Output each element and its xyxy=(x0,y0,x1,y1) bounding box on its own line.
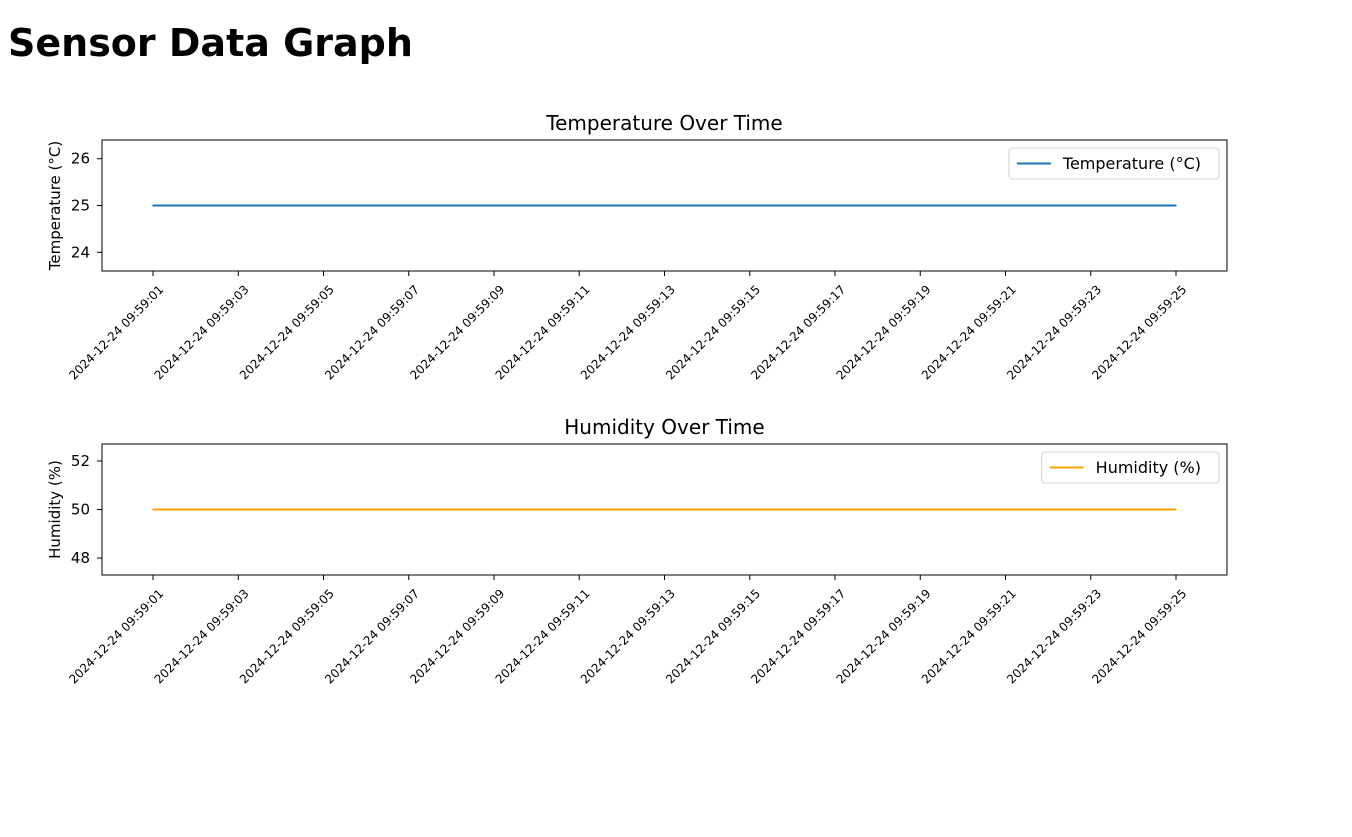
page-title: Sensor Data Graph xyxy=(8,21,413,65)
chart-0-axes-frame xyxy=(101,139,1228,272)
chart-1-series-0-point-5 xyxy=(578,508,581,511)
chart-0-series-0-point-0 xyxy=(152,204,154,207)
chart-1-xtick-label-5: 2024-12-24 09:59:11 xyxy=(493,586,593,686)
chart-0-series-0-point-5 xyxy=(578,204,581,207)
chart-0-series-0-point-11 xyxy=(1089,204,1092,207)
chart-1-xtick-label-8: 2024-12-24 09:59:17 xyxy=(748,586,848,686)
chart-1-ytick-label-0: 48 xyxy=(71,549,90,567)
chart-1-xtick-label-1: 2024-12-24 09:59:03 xyxy=(152,586,252,686)
chart-0-ytick-label-0: 24 xyxy=(71,243,90,261)
chart-0-xtick-label-0: 2024-12-24 09:59:01 xyxy=(66,282,166,382)
chart-0-xtick-label-1: 2024-12-24 09:59:03 xyxy=(152,282,252,382)
chart-1-series-0-point-0 xyxy=(152,508,154,511)
chart-1-ytick-label-1: 50 xyxy=(71,501,90,519)
chart-0-xtick-label-6: 2024-12-24 09:59:13 xyxy=(578,282,678,382)
chart-0-series-0-point-6 xyxy=(663,204,666,207)
chart-0-legend-label: Temperature (°C) xyxy=(1062,154,1201,173)
chart-1-series-0-point-11 xyxy=(1089,508,1092,511)
chart-0-xtick-label-12: 2024-12-24 09:59:25 xyxy=(1089,282,1189,382)
chart-1-group: Humidity Over Time Humidity (%) 48 50 52 2024… xyxy=(46,415,1228,686)
chart-1-series-0-point-4 xyxy=(493,508,495,511)
chart-1-legend-box xyxy=(1041,451,1220,484)
chart-0-xtick-label-9: 2024-12-24 09:59:19 xyxy=(834,282,934,382)
chart-0-xtick-label-11: 2024-12-24 09:59:23 xyxy=(1004,282,1104,382)
chart-1-series-0-point-7 xyxy=(748,508,751,511)
chart-1-ylabel: Humidity (%) xyxy=(46,460,64,559)
chart-1-xtick-label-9: 2024-12-24 09:59:19 xyxy=(834,586,934,686)
chart-1-axes-frame xyxy=(101,443,1228,576)
chart-0-xtick-label-4: 2024-12-24 09:59:09 xyxy=(407,282,507,382)
chart-0-legend: Temperature (°C) xyxy=(1008,147,1220,180)
chart-0-series-0-point-2 xyxy=(322,204,325,207)
chart-0-ylabel: Temperature (°C) xyxy=(46,141,64,271)
chart-1-xtick-label-4: 2024-12-24 09:59:09 xyxy=(407,586,507,686)
chart-0-series-0-point-12 xyxy=(1175,204,1177,207)
chart-1-series-0-point-8 xyxy=(834,508,836,511)
chart-1-xtick-label-0: 2024-12-24 09:59:01 xyxy=(66,586,166,686)
chart-0-xtick-label-5: 2024-12-24 09:59:11 xyxy=(493,282,593,382)
chart-0-series-0-point-8 xyxy=(834,204,836,207)
chart-1-xtick-label-6: 2024-12-24 09:59:13 xyxy=(578,586,678,686)
chart-1-series-0-point-3 xyxy=(407,508,410,511)
chart-1-legend-label: Humidity (%) xyxy=(1096,458,1201,477)
chart-0-series-0-point-1 xyxy=(237,204,240,207)
chart-0-legend-box xyxy=(1008,147,1220,180)
chart-1-series-0-point-9 xyxy=(919,508,922,511)
chart-1-series-0-point-10 xyxy=(1004,508,1007,511)
chart-0-series-0-point-3 xyxy=(407,204,410,207)
chart-1-series-0-point-2 xyxy=(322,508,325,511)
chart-0-xtick-label-10: 2024-12-24 09:59:21 xyxy=(919,282,1019,382)
chart-1-series-0-point-6 xyxy=(663,508,666,511)
chart-0-series-0-point-9 xyxy=(919,204,922,207)
chart-0-xtick-label-8: 2024-12-24 09:59:17 xyxy=(748,282,848,382)
chart-0-xtick-label-2: 2024-12-24 09:59:05 xyxy=(237,282,337,382)
chart-1-xtick-label-2: 2024-12-24 09:59:05 xyxy=(237,586,337,686)
chart-0-xtick-label-3: 2024-12-24 09:59:07 xyxy=(322,282,422,382)
chart-1-series-0-point-12 xyxy=(1175,508,1177,511)
chart-1-series-0-point-1 xyxy=(237,508,240,511)
chart-1-xtick-label-11: 2024-12-24 09:59:23 xyxy=(1004,586,1104,686)
chart-0-series-0-point-7 xyxy=(748,204,751,207)
chart-1-xtick-label-12: 2024-12-24 09:59:25 xyxy=(1089,586,1189,686)
chart-0-series-0-point-4 xyxy=(493,204,495,207)
chart-0-ytick-label-2: 26 xyxy=(71,150,90,168)
chart-1-xtick-label-7: 2024-12-24 09:59:15 xyxy=(663,586,763,686)
chart-0-group: Temperature Over Time Temperature (°C) 24 2… xyxy=(46,111,1228,382)
chart-0-title: Temperature Over Time xyxy=(545,111,782,135)
chart-1-legend: Humidity (%) xyxy=(1041,451,1220,484)
chart-1-title: Humidity Over Time xyxy=(564,415,764,439)
chart-0-ytick-label-1: 25 xyxy=(71,197,90,215)
chart-0-series-0-point-10 xyxy=(1004,204,1007,207)
chart-1-xtick-label-3: 2024-12-24 09:59:07 xyxy=(322,586,422,686)
chart-1-ytick-label-2: 52 xyxy=(71,452,90,470)
chart-0-xtick-label-7: 2024-12-24 09:59:15 xyxy=(663,282,763,382)
chart-1-xtick-label-10: 2024-12-24 09:59:21 xyxy=(919,586,1019,686)
